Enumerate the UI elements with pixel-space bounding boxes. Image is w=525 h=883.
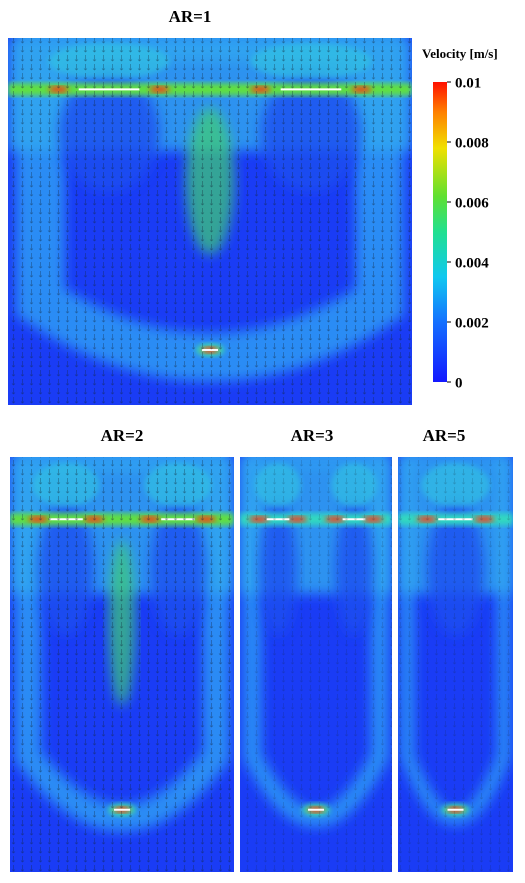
panel-title: AR=1 (169, 7, 212, 26)
field (240, 457, 392, 872)
field (398, 457, 513, 872)
field (8, 38, 412, 405)
colorbar-tick-label: 0.006 (455, 195, 489, 211)
colorbar-tick-label: 0.008 (455, 135, 489, 151)
contour-field (398, 457, 513, 872)
colorbar-tick-label: 0.004 (455, 255, 489, 271)
panel-title: AR=3 (291, 426, 334, 445)
vectors (398, 457, 513, 872)
field (10, 457, 234, 872)
colorbar (433, 82, 447, 382)
contour-field (240, 457, 392, 872)
colorbar-tick-label: 0 (455, 375, 463, 391)
colorbar-tick-label: 0.01 (455, 75, 481, 91)
colorbar-label: Velocity [m/s] (422, 46, 498, 61)
contour-field (10, 457, 234, 872)
vectors (8, 38, 412, 405)
panel-title: AR=2 (101, 426, 144, 445)
vectors (10, 457, 234, 872)
panel-title: AR=5 (423, 426, 466, 445)
colorbar-tick-label: 0.002 (455, 315, 489, 331)
vectors (240, 457, 392, 872)
contour-field (8, 38, 412, 405)
